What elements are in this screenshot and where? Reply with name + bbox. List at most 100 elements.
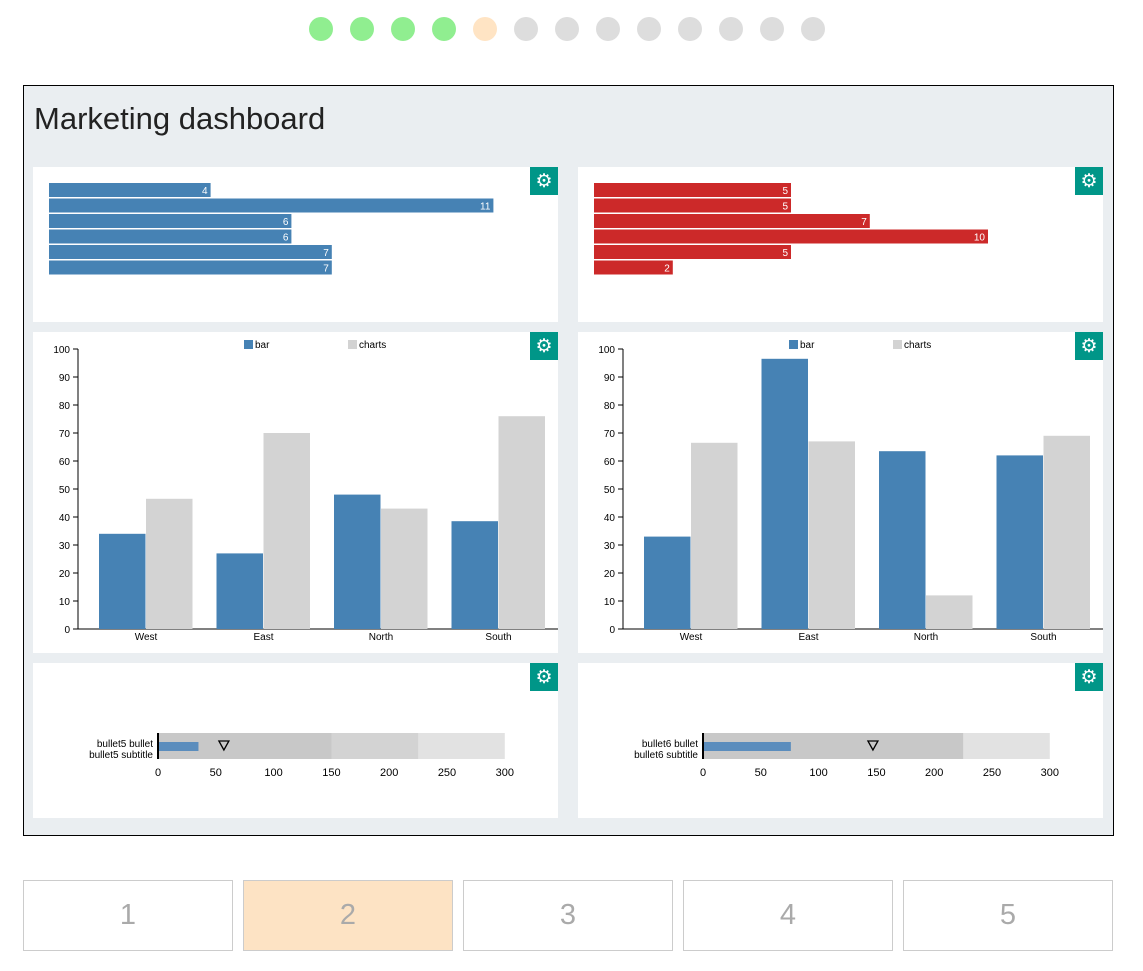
bar-charts (691, 442, 738, 629)
hbar (49, 229, 292, 244)
hbar (49, 214, 292, 228)
hbar-label: 10 (974, 233, 986, 244)
progress-dot (473, 17, 497, 41)
legend-swatch (244, 340, 253, 349)
hbar (594, 214, 870, 228)
y-tick-label: 10 (604, 597, 616, 608)
bullet-title: bullet5 bullet (97, 739, 153, 750)
bullet-tick-label: 300 (496, 767, 514, 779)
y-tick-label: 40 (59, 513, 71, 524)
hbar (49, 260, 332, 275)
settings-gear-icon[interactable]: ⚙ (530, 332, 558, 360)
bar-bar (644, 536, 691, 629)
hbar-label: 5 (782, 202, 788, 213)
bullet-measure (703, 742, 791, 751)
x-tick-label: East (253, 632, 273, 643)
bar-bar (761, 358, 808, 629)
hbar (594, 183, 791, 197)
progress-dot (391, 17, 415, 41)
progress-dot (350, 17, 374, 41)
y-tick-label: 50 (59, 485, 71, 496)
progress-dot (309, 17, 333, 41)
progress-dot (637, 17, 661, 41)
y-tick-label: 50 (604, 485, 616, 496)
bullet-tick-label: 200 (380, 767, 398, 779)
x-tick-label: West (680, 632, 703, 643)
y-tick-label: 100 (53, 345, 70, 356)
hbar-label: 5 (782, 186, 788, 197)
bar-bar (451, 521, 498, 629)
hbar-label: 7 (323, 264, 329, 275)
bullet-title: bullet6 bullet (642, 739, 698, 750)
bar-bar (996, 455, 1043, 629)
hbar (594, 260, 673, 275)
y-tick-label: 80 (59, 401, 71, 412)
progress-dot (719, 17, 743, 41)
legend-label: bar (800, 340, 815, 351)
bar-bar (334, 494, 381, 629)
bullet-tick-label: 50 (755, 767, 767, 779)
hbar (594, 198, 791, 213)
y-tick-label: 30 (59, 541, 71, 552)
hbar-label: 4 (202, 186, 208, 197)
bar-charts (381, 508, 428, 629)
legend-swatch (348, 340, 357, 349)
settings-gear-icon[interactable]: ⚙ (1075, 663, 1103, 691)
x-tick-label: West (135, 632, 158, 643)
hbar (594, 245, 791, 259)
dashboard: Marketing dashboard ⚙ 4 11 6 6 7 7 ⚙ 5 5 7 10 5 2 ⚙ 0… (23, 85, 1114, 836)
hbar (49, 183, 211, 197)
page-button-5[interactable]: 5 (903, 880, 1113, 951)
y-tick-label: 20 (59, 569, 71, 580)
legend-label: bar (255, 340, 270, 351)
y-tick-label: 20 (604, 569, 616, 580)
settings-gear-icon[interactable]: ⚙ (1075, 332, 1103, 360)
bar-bar (216, 553, 263, 629)
page-button-3[interactable]: 3 (463, 880, 673, 951)
x-tick-label: North (369, 632, 393, 643)
hbar-label: 5 (782, 248, 788, 259)
page-button-4[interactable]: 4 (683, 880, 893, 951)
hbar-label: 6 (283, 233, 289, 244)
bullet-tick-label: 150 (867, 767, 885, 779)
bar-chart-panel-2: ⚙ 0 10 20 30 40 50 60 70 80 90 100 West East North Sout… (578, 332, 1103, 653)
page-button-2[interactable]: 2 (243, 880, 453, 951)
bullet-panel-2: ⚙ bullet6 bullet bullet6 subtitle 0 50 100 150… (578, 663, 1103, 818)
bar-charts (146, 498, 193, 629)
y-tick-label: 100 (598, 345, 615, 356)
hbar-label: 7 (323, 248, 329, 259)
y-tick-label: 0 (609, 625, 615, 636)
bar-bar (879, 451, 926, 629)
progress-dot (555, 17, 579, 41)
progress-dot (432, 17, 456, 41)
hbar-label: 11 (480, 202, 491, 213)
y-tick-label: 90 (59, 373, 71, 384)
bullet-tick-label: 100 (264, 767, 282, 779)
bar-bar (99, 533, 146, 629)
progress-dot (801, 17, 825, 41)
x-tick-label: South (1030, 632, 1056, 643)
hbar-label: 7 (861, 217, 867, 228)
bullet-measure (158, 742, 199, 751)
settings-gear-icon[interactable]: ⚙ (530, 167, 558, 195)
legend-label: charts (904, 340, 931, 351)
bullet-panel-1: ⚙ bullet5 bullet bullet5 subtitle 0 50 100 150… (33, 663, 558, 818)
hbar (49, 245, 332, 259)
page-button-1[interactable]: 1 (23, 880, 233, 951)
bullet-tick-label: 200 (925, 767, 943, 779)
bar-charts (498, 416, 545, 629)
hbar-label: 2 (664, 264, 670, 275)
settings-gear-icon[interactable]: ⚙ (1075, 167, 1103, 195)
progress-dot (760, 17, 784, 41)
y-tick-label: 10 (59, 597, 71, 608)
page-title: Marketing dashboard (34, 101, 326, 136)
bullet-tick-label: 250 (983, 767, 1001, 779)
y-tick-label: 70 (604, 429, 616, 440)
legend-swatch (893, 340, 902, 349)
legend-swatch (789, 340, 798, 349)
settings-gear-icon[interactable]: ⚙ (530, 663, 558, 691)
y-tick-label: 60 (604, 457, 616, 468)
y-tick-label: 40 (604, 513, 616, 524)
y-tick-label: 90 (604, 373, 616, 384)
hbar (594, 229, 988, 244)
